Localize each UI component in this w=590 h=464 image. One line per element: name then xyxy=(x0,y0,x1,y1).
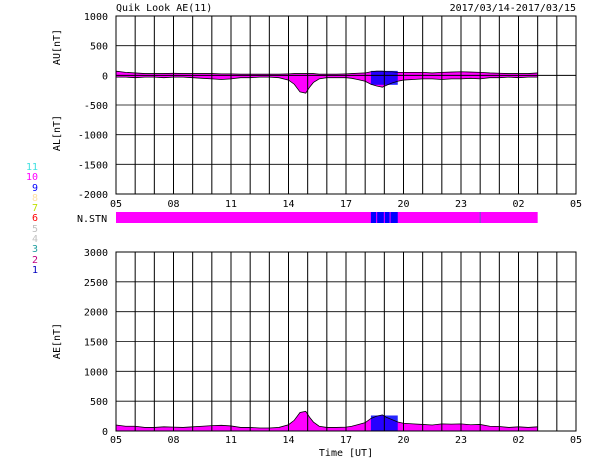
legend-entry: 7 xyxy=(31,203,38,215)
x-tick-label: 05 xyxy=(570,199,582,210)
ae-area xyxy=(116,411,538,431)
panel-frame-ae xyxy=(115,251,577,432)
station-count-legend: 11 10 9 8 7 6 5 4 3 2 1 xyxy=(14,162,38,276)
y-tick-label: 1000 xyxy=(84,12,108,23)
au-area xyxy=(116,71,538,76)
x-tick-label: 23 xyxy=(455,435,467,446)
y-tick-label: -1000 xyxy=(78,131,108,142)
data-fills xyxy=(115,70,538,431)
x-tick-label: 14 xyxy=(282,199,294,210)
x-tick-label: 23 xyxy=(455,199,467,210)
x-tick-label: 17 xyxy=(340,199,352,210)
legend-entry: 6 xyxy=(31,213,38,225)
al-line xyxy=(116,76,538,94)
y-tick-label: 2500 xyxy=(84,278,108,289)
station-bar-label: N.STN xyxy=(77,214,107,225)
y-tick-label: -500 xyxy=(84,101,108,112)
y-tick-label: 3000 xyxy=(84,248,108,259)
x-tick-label: 08 xyxy=(167,435,179,446)
legend-entry: 10 xyxy=(25,172,38,184)
x-tick-label: 05 xyxy=(570,435,582,446)
legend-entry: 1 xyxy=(31,264,38,276)
x-tick-label: 05 xyxy=(110,435,122,446)
station-bar-main xyxy=(116,212,538,223)
panel-frame-au-al xyxy=(115,15,577,195)
axes xyxy=(115,15,577,432)
y-tick-label: 1000 xyxy=(84,367,108,378)
y-tick-label: 0 xyxy=(102,427,108,438)
ae-line xyxy=(115,410,538,429)
y-axis-title-al: AL[nT] xyxy=(52,115,63,151)
x-tick-label: 02 xyxy=(512,435,524,446)
y-tick-label: 500 xyxy=(90,397,108,408)
x-tick-label: 08 xyxy=(167,199,179,210)
station-bar xyxy=(116,212,538,223)
y-axis-title-ae: AE[nT] xyxy=(52,323,63,359)
x-tick-label: 20 xyxy=(397,435,409,446)
legend-entry: 8 xyxy=(31,192,38,204)
legend-entry: 5 xyxy=(31,223,38,235)
y-tick-label: 1500 xyxy=(84,338,108,349)
x-tick-label: 11 xyxy=(225,435,237,446)
x-tick-label: 11 xyxy=(225,199,237,210)
x-tick-label: 20 xyxy=(397,199,409,210)
grid-lines xyxy=(115,15,577,432)
x-tick-label: 14 xyxy=(282,435,294,446)
y-tick-label: 0 xyxy=(102,71,108,82)
y-tick-label: 500 xyxy=(90,42,108,53)
y-tick-label: -1500 xyxy=(78,160,108,171)
legend-entry: 2 xyxy=(31,254,38,266)
x-tick-label: 05 xyxy=(110,199,122,210)
au-line xyxy=(115,70,538,75)
legend-entry: 9 xyxy=(31,182,38,194)
date-range: 2017/03/14-2017/03/15 xyxy=(450,3,576,14)
y-axis-title-au: AU[nT] xyxy=(52,29,63,65)
x-tick-label: 02 xyxy=(512,199,524,210)
y-tick-label: -2000 xyxy=(78,190,108,201)
legend-entry: 11 xyxy=(25,162,38,173)
axis-labels: 1000 500 0 -500 -1000 -1500 -2000 3000 2500 2000 1… xyxy=(52,12,582,459)
legend-entry: 4 xyxy=(31,234,38,246)
x-tick-label: 17 xyxy=(340,435,352,446)
x-axis-title: Time [UT] xyxy=(319,448,373,459)
chart-title: Quik Look AE(11) xyxy=(116,3,212,14)
y-tick-label: 2000 xyxy=(84,308,108,319)
legend-entry: 3 xyxy=(31,244,38,256)
